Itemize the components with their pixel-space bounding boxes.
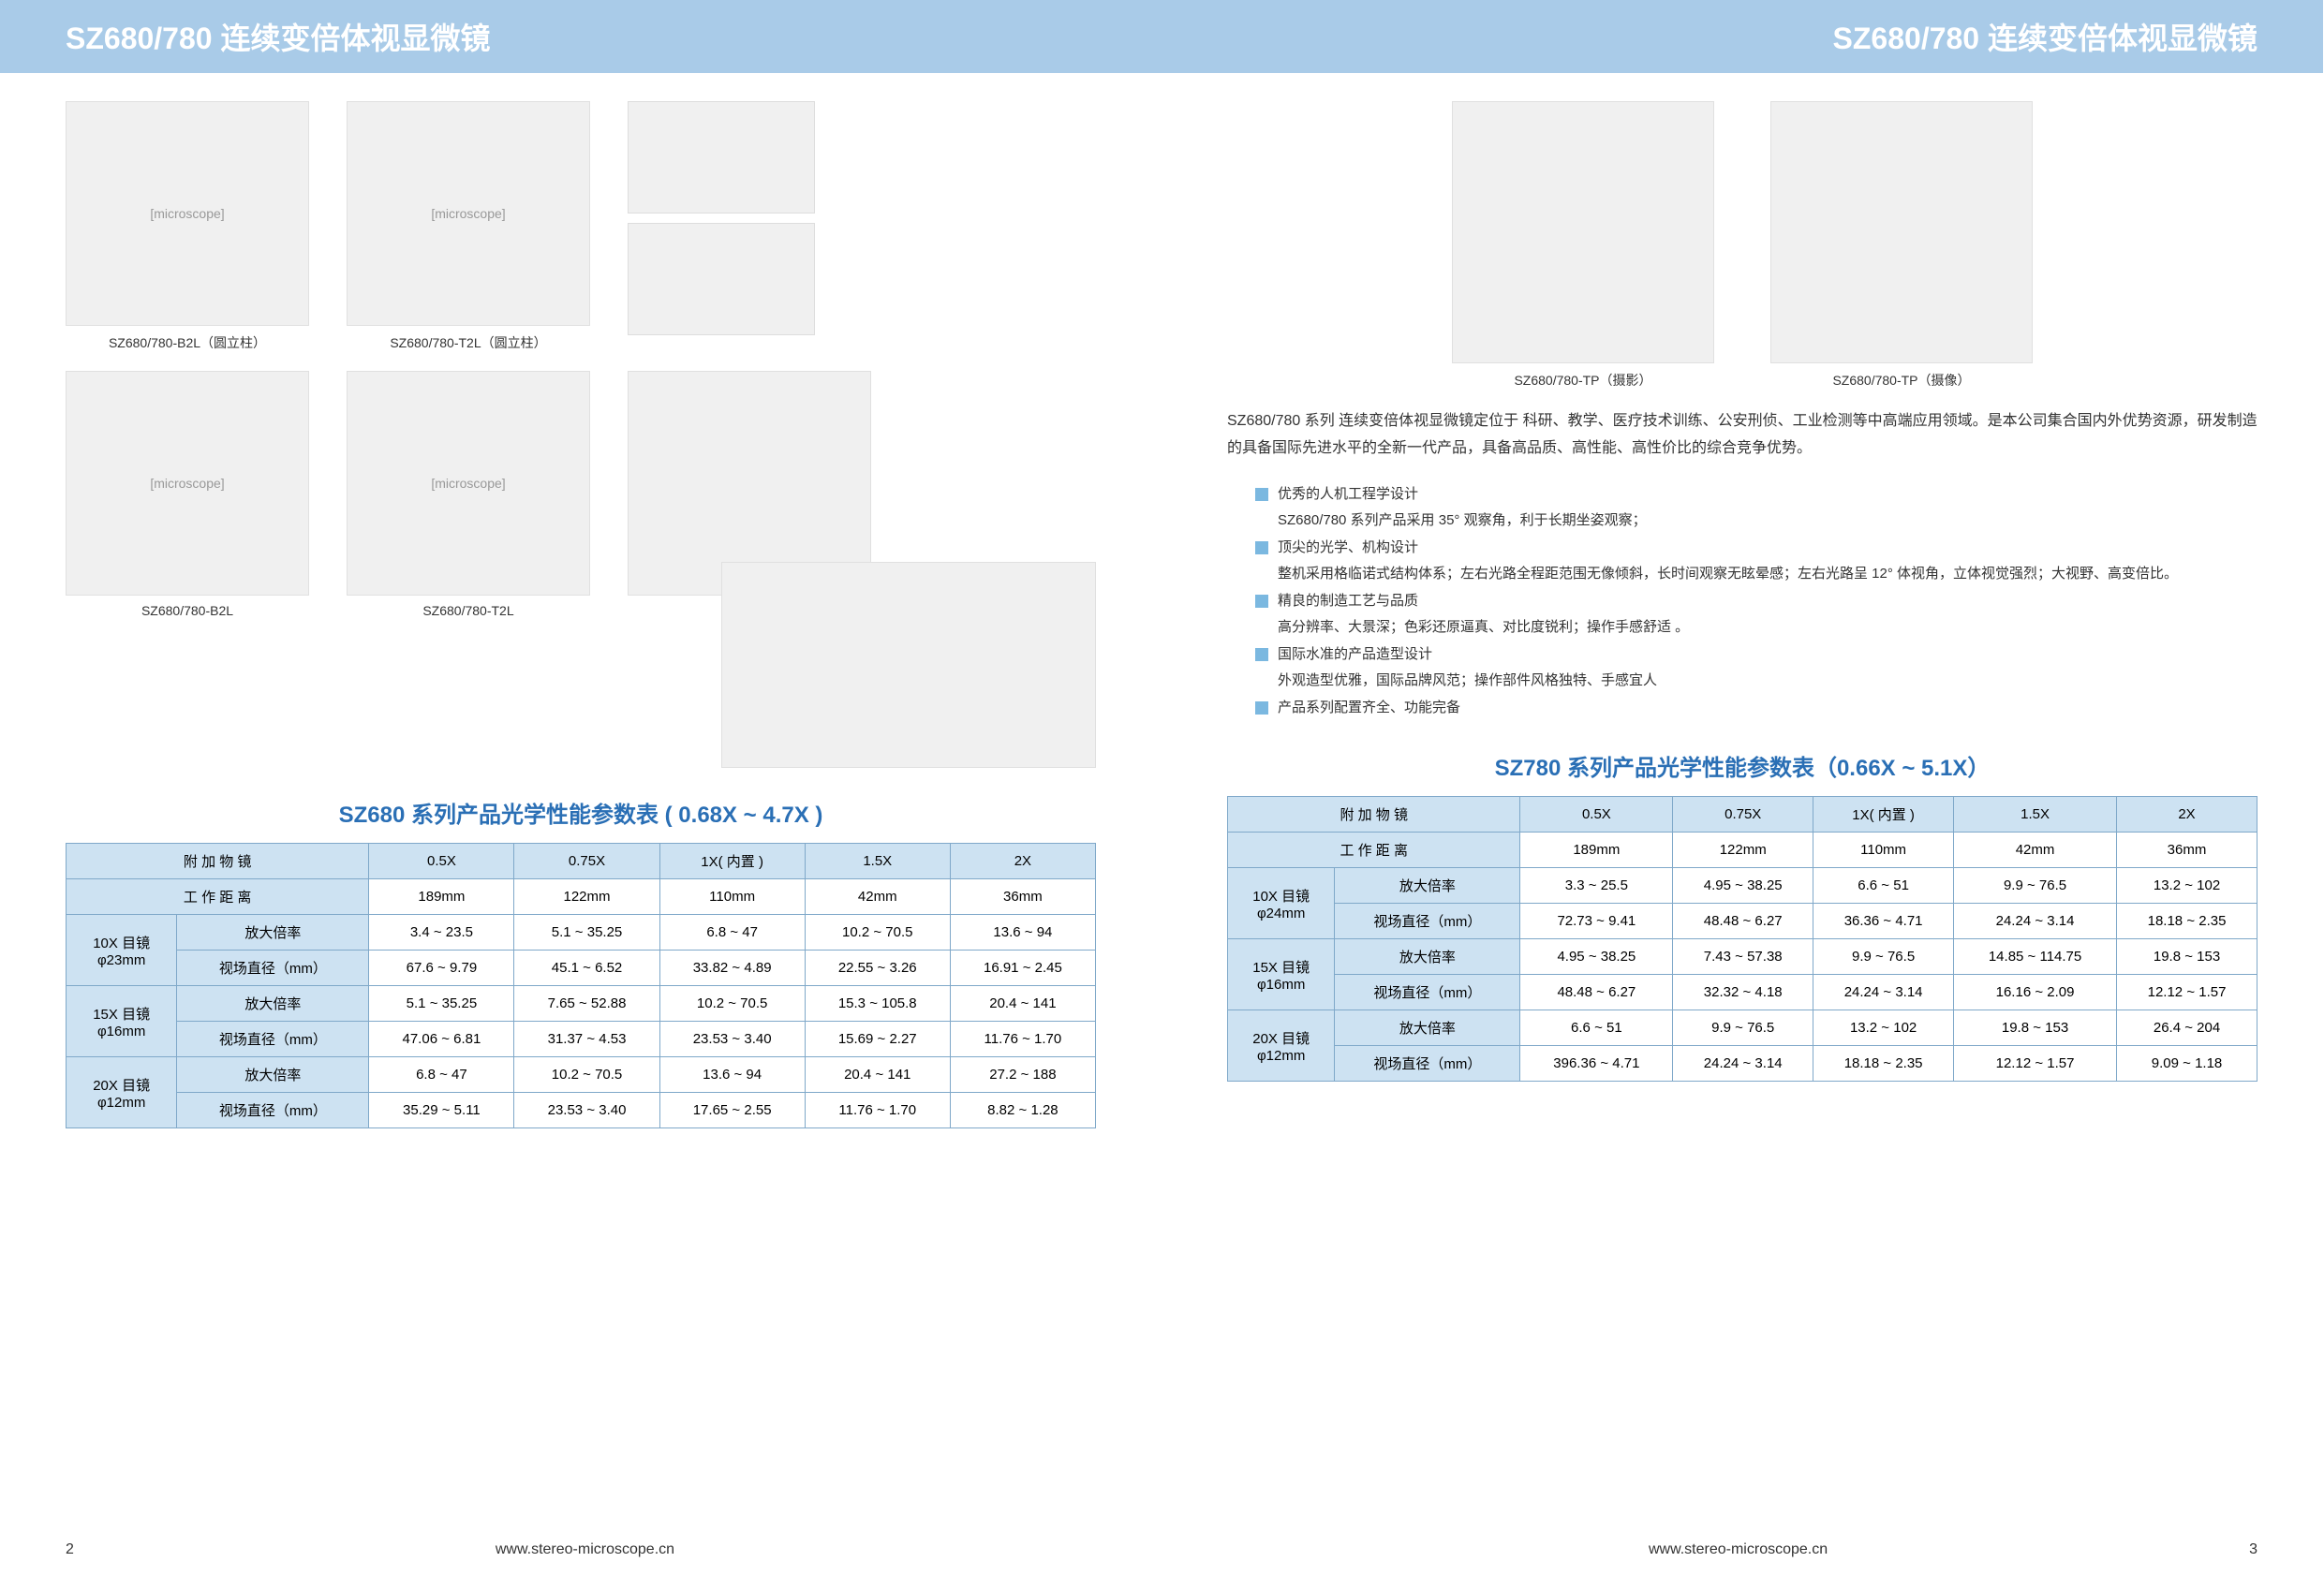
table-680-title: SZ680 系列产品光学性能参数表 ( 0.68X ~ 4.7X ) [66,796,1096,829]
header-title-right: SZ680/780 连续变倍体视显微镜 [1833,15,2257,58]
right-page: SZ680/780 连续变倍体视显微镜 SZ680/780-TP（摄影） SZ6… [1162,0,2323,1577]
product-image: [microscope] [347,371,590,596]
feature-main: 精良的制造工艺与品质 [1255,588,2257,615]
product-item: [microscope] SZ680/780-B2L（圆立柱） [66,101,309,352]
table-780-title: SZ780 系列产品光学性能参数表（0.66X ~ 5.1X） [1227,749,2257,782]
product-image: [microscope] [66,371,309,596]
product-item: [microscope] SZ680/780-T2L（圆立柱） [347,101,590,352]
product-image [1452,101,1714,363]
description-text: SZ680/780 系列 连续变倍体视显微镜定位于 科研、教学、医疗技术训练、公… [1227,408,2257,463]
detail-image [628,101,815,214]
right-product-row: SZ680/780-TP（摄影） SZ680/780-TP（摄像） [1227,101,2257,390]
left-page: SZ680/780 连续变倍体视显微镜 [microscope] SZ680/7… [0,0,1162,1577]
feature-sub: 高分辨率、大景深；色彩还原逼真、对比度锐利；操作手感舒适 。 [1255,614,2257,641]
product-label: SZ680/780-B2L（圆立柱） [109,333,266,352]
product-image [1770,101,2033,363]
feature-main: 产品系列配置齐全、功能完备 [1255,695,2257,722]
left-content: [microscope] SZ680/780-B2L（圆立柱） [microsc… [0,73,1162,1128]
product-label: SZ680/780-TP（摄像） [1832,371,1970,390]
page-number: 2 [66,1541,74,1558]
feature-sub: SZ680/780 系列产品采用 35° 观察角，利于长期坐姿观察； [1255,508,2257,535]
product-image: [microscope] [347,101,590,326]
page-number: 3 [2249,1541,2257,1558]
product-label: SZ680/780-T2L [422,603,513,618]
product-item: SZ680/780-TP（摄像） [1770,101,2033,390]
footer-right: 3 www.stereo-microscope.cn [1162,1541,2323,1558]
feature-main: 优秀的人机工程学设计 [1255,481,2257,508]
product-row-1: [microscope] SZ680/780-B2L（圆立柱） [microsc… [66,101,1096,352]
feature-main: 国际水准的产品造型设计 [1255,641,2257,669]
feature-list: 优秀的人机工程学设计 SZ680/780 系列产品采用 35° 观察角，利于长期… [1255,481,2257,722]
product-label: SZ680/780-B2L [141,603,233,618]
product-label: SZ680/780-TP（摄影） [1514,371,1651,390]
th-wd: 工 作 距 离 [67,879,369,915]
th-attach: 附 加 物 镜 [67,844,369,879]
feature-main: 顶尖的光学、机构设计 [1255,535,2257,562]
footer-url: www.stereo-microscope.cn [1227,1541,2249,1558]
detail-images [628,101,815,345]
right-content: SZ680/780-TP（摄影） SZ680/780-TP（摄像） SZ680/… [1162,73,2323,1082]
header-band-right: SZ680/780 连续变倍体视显微镜 [1162,0,2323,73]
product-image: [microscope] [66,101,309,326]
product-label: SZ680/780-T2L（圆立柱） [390,333,546,352]
footer-left: 2 www.stereo-microscope.cn [0,1541,1162,1558]
product-item: [microscope] SZ680/780-T2L [347,371,590,618]
table-780: 附 加 物 镜 0.5X 0.75X 1X( 内置 ) 1.5X 2X 工 作 … [1227,796,2257,1082]
product-item: SZ680/780-TP（摄影） [1452,101,1714,390]
table-680: 附 加 物 镜 0.5X 0.75X 1X( 内置 ) 1.5X 2X 工 作 … [66,843,1096,1128]
articulating-arm-image [721,562,1096,768]
feature-sub: 外观造型优雅，国际品牌风范；操作部件风格独特、手感宜人 [1255,668,2257,695]
feature-sub: 整机采用格临诺式结构体系；左右光路全程距范围无像倾斜，长时间观察无眩晕感；左右光… [1255,561,2257,588]
product-item: [microscope] SZ680/780-B2L [66,371,309,618]
detail-image [628,223,815,335]
footer-url: www.stereo-microscope.cn [74,1541,1096,1558]
header-title-left: SZ680/780 连续变倍体视显微镜 [66,15,490,58]
header-band-left: SZ680/780 连续变倍体视显微镜 [0,0,1162,73]
